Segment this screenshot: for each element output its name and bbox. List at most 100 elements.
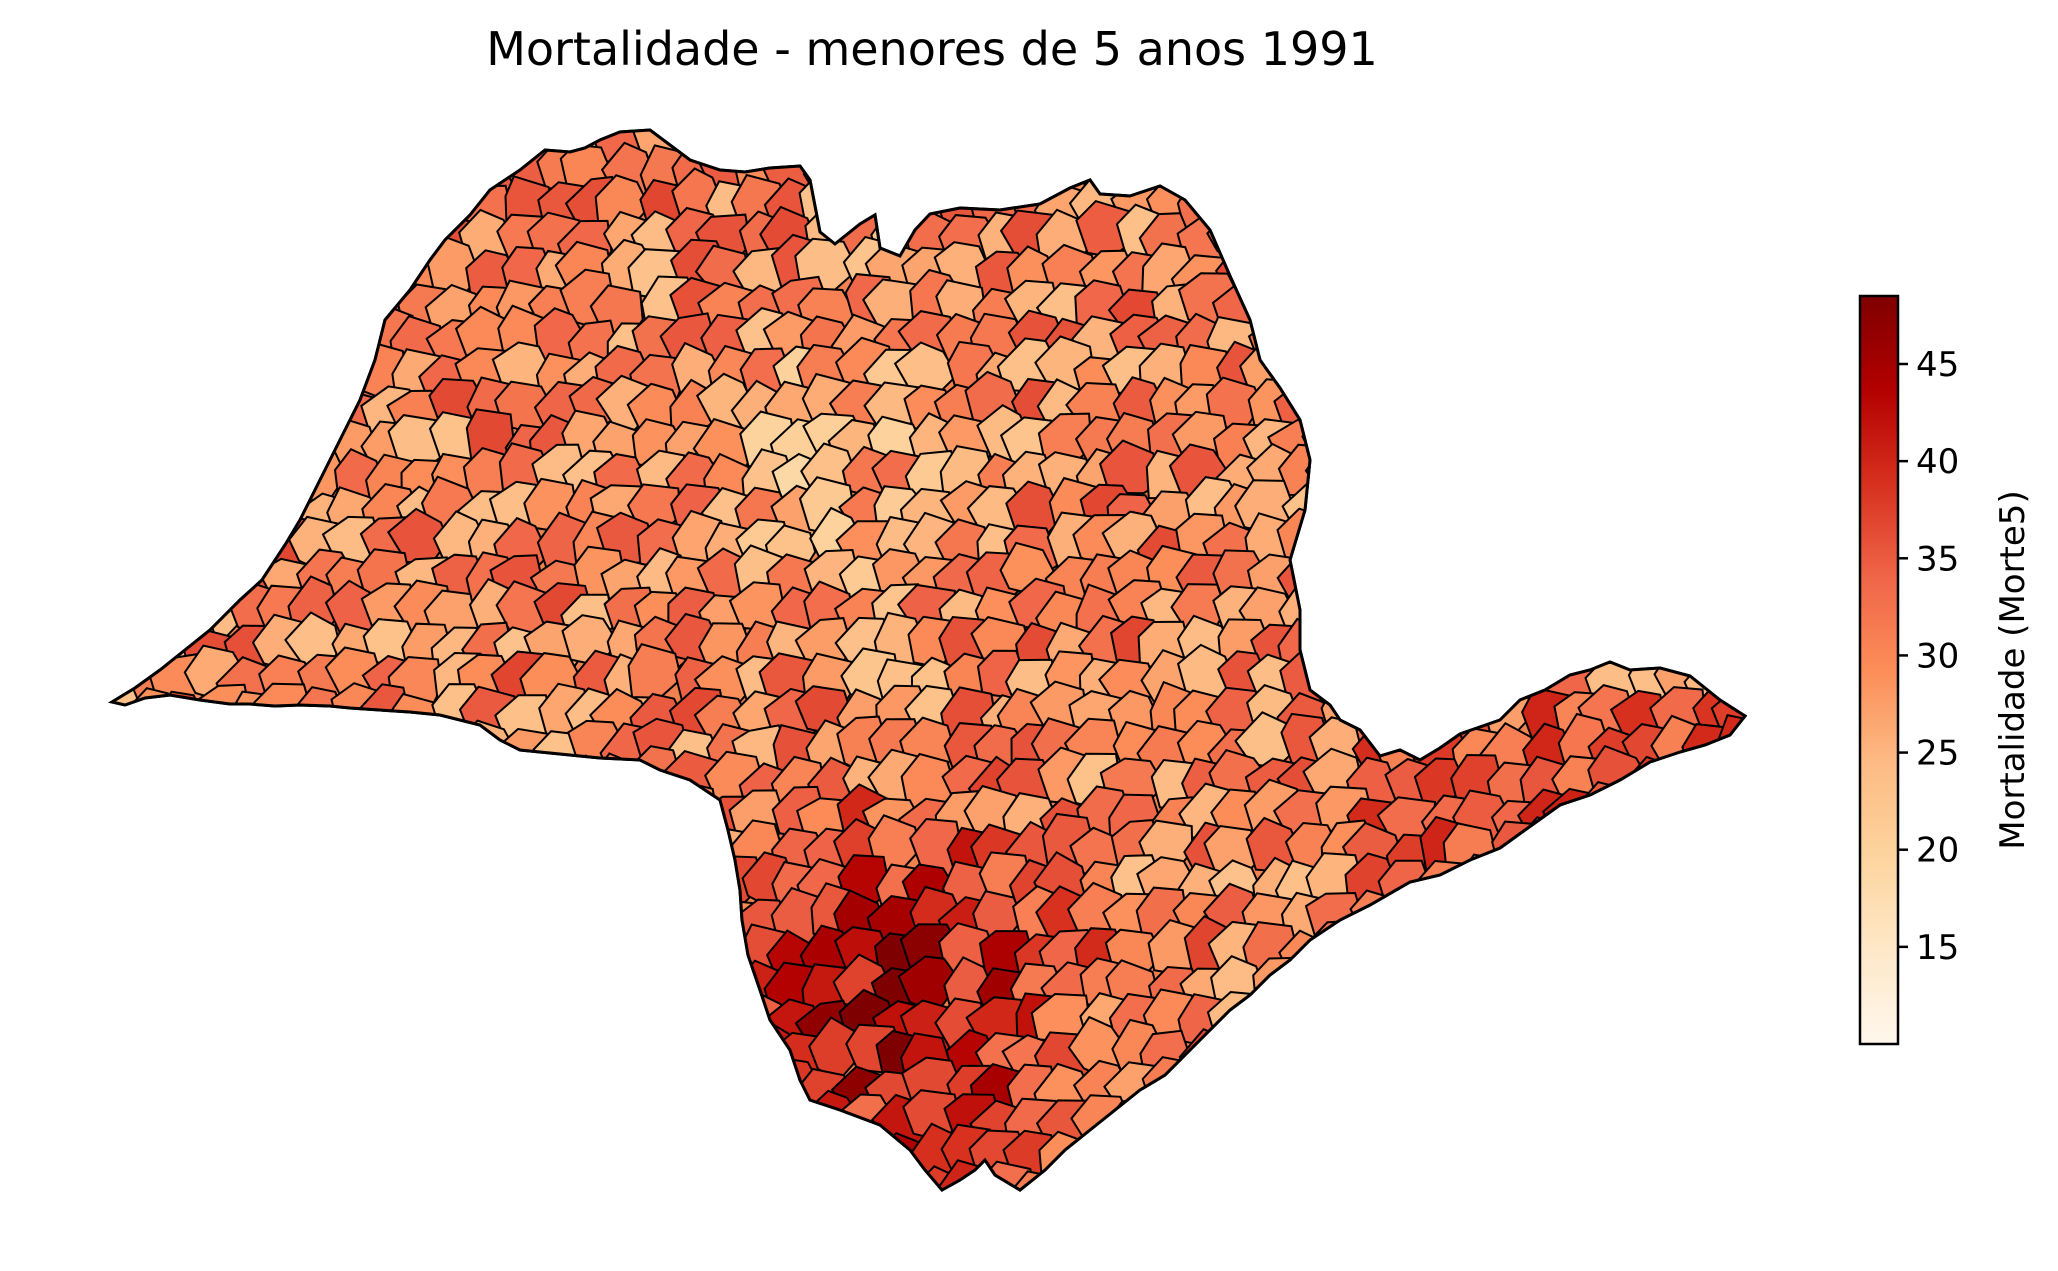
municipality-polygon [1347,454,1410,508]
municipality-polygon [1510,173,1566,233]
municipality-polygon [324,962,381,1014]
municipality-polygon [385,821,447,873]
municipality-polygon [1652,410,1707,469]
municipality-polygon [1309,130,1376,172]
municipality-polygon [356,861,413,918]
municipality-polygon [1447,549,1507,608]
municipality-polygon [1489,275,1542,338]
municipality-polygon [1383,350,1442,412]
municipality-polygon [1285,965,1340,1020]
municipality-polygon [1417,169,1479,225]
municipalities [112,130,1745,1190]
municipality-polygon [1660,791,1716,850]
municipality-polygon [1612,204,1672,257]
municipality-polygon [1213,182,1267,232]
municipality-polygon [527,860,587,916]
municipality-polygon [1654,439,1716,500]
municipality-polygon [130,895,185,955]
municipality-polygon [1244,1063,1300,1121]
municipality-polygon [222,722,290,776]
municipality-polygon [1613,476,1668,539]
municipality-polygon [565,1032,625,1086]
municipality-polygon [1405,147,1470,205]
municipality-polygon [190,1023,245,1075]
municipality-polygon [1379,1165,1437,1190]
municipality-polygon [1450,486,1510,543]
municipality-polygon [320,723,378,779]
municipality-polygon [364,1093,416,1143]
municipality-polygon [1609,240,1670,294]
municipality-polygon [1439,380,1499,438]
municipality-polygon [1486,1165,1540,1190]
municipality-polygon [292,130,349,165]
municipality-polygon [1610,554,1673,612]
municipality-polygon [1579,1030,1637,1087]
municipality-polygon [744,1057,803,1116]
municipality-polygon [163,761,222,817]
municipality-polygon [366,824,424,881]
municipality-polygon [502,858,558,920]
municipality-polygon [1445,1165,1504,1190]
municipality-polygon [129,789,184,845]
municipality-polygon [390,1161,453,1190]
municipality-polygon [1350,320,1404,379]
municipality-polygon [1380,956,1437,1014]
municipality-polygon [286,212,344,270]
municipality-polygon [1006,145,1061,197]
municipality-polygon [112,554,149,617]
municipality-polygon [1349,1130,1410,1185]
municipality-polygon [906,130,970,163]
municipality-polygon [902,135,963,195]
municipality-polygon [221,352,281,407]
municipality-polygon [656,1098,724,1160]
municipality-polygon [1413,208,1470,266]
municipality-polygon [1712,748,1745,805]
municipality-polygon [1478,144,1537,204]
municipality-polygon [1550,209,1609,266]
municipality-polygon [1449,1058,1502,1121]
municipality-polygon [944,135,1002,191]
municipality-polygon [360,1062,426,1123]
municipality-polygon [261,1067,323,1124]
municipality-polygon [500,1156,556,1190]
municipality-polygon [977,1160,1036,1190]
municipality-polygon [1479,220,1537,275]
municipality-polygon [1412,1029,1465,1089]
municipality-polygon [229,893,286,956]
municipality-polygon [1656,139,1714,194]
municipality-polygon [734,1167,792,1190]
municipality-polygon [803,1133,859,1190]
municipality-polygon [1654,318,1713,369]
municipality-polygon [1280,1022,1340,1076]
municipality-polygon [187,135,242,192]
municipality-polygon [163,171,219,232]
municipality-polygon [1248,1090,1302,1145]
municipality-polygon [1684,585,1741,643]
municipality-polygon [1309,555,1370,611]
municipality-polygon [1307,209,1367,271]
municipality-polygon [112,130,142,170]
municipality-polygon [223,177,278,239]
municipality-polygon [1577,510,1639,575]
municipality-polygon [1617,519,1680,580]
municipality-polygon [160,930,218,984]
municipality-polygon [1376,681,1439,739]
municipality-polygon [1678,130,1737,160]
municipality-polygon [1210,136,1271,199]
municipality-polygon [664,780,719,840]
municipality-polygon [1539,958,1601,1011]
colorbar-label: Mortalidade (Morte5) [1993,490,2033,849]
municipality-polygon [1375,450,1439,508]
municipality-polygon [659,1023,722,1077]
municipality-polygon [297,142,357,200]
municipality-polygon [1585,175,1644,232]
municipality-polygon [524,1020,588,1074]
municipality-polygon [112,177,155,242]
municipality-polygon [1685,525,1737,576]
municipality-polygon [868,146,924,202]
municipality-polygon [321,1000,379,1055]
municipality-polygon [1135,1164,1200,1190]
municipality-polygon [1180,130,1239,170]
municipality-polygon [1651,997,1713,1057]
